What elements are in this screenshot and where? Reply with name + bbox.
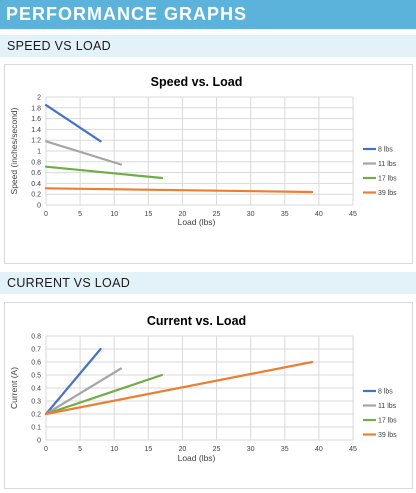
speed-vs-load-chart: Speed vs. Load 0 0.2 0.4 0.6 0.8 1 1.2 1.4 1.6 1.8… <box>9 75 397 227</box>
y-tick-label: 0.7 <box>31 347 41 354</box>
x-tick-label: 30 <box>247 211 255 218</box>
x-tick-label: 35 <box>281 211 289 218</box>
series-line-11-lbs <box>44 367 123 416</box>
series-line-8-lbs <box>44 347 102 416</box>
legend-label: 8 lbs <box>378 389 393 396</box>
x-tick-label: 25 <box>213 211 221 218</box>
x-tick-label: 45 <box>349 211 357 218</box>
y-tick-label: 0.1 <box>31 425 41 432</box>
x-tick-label: 30 <box>247 446 255 453</box>
x-tick-label: 10 <box>110 446 118 453</box>
legend-label: 8 lbs <box>378 147 393 154</box>
x-tick-label: 40 <box>315 446 323 453</box>
y-tick-label: 0.2 <box>31 412 41 419</box>
current-chart-frame: Current vs. Load 0 0.1 0.2 0.3 0.4 0.5 0.6 0.7 0.… <box>4 302 413 489</box>
x-axis-label: Load (lbs) <box>178 453 216 463</box>
legend-label: 11 lbs <box>378 161 397 168</box>
y-tick-label: 1.6 <box>31 116 41 123</box>
x-tick-label: 5 <box>78 211 82 218</box>
section-heading-current: CURRENT VS LOAD <box>0 271 416 294</box>
y-tick-label: 0.6 <box>31 360 41 367</box>
chart-title: Current vs. Load <box>147 314 246 328</box>
speed-chart-frame: Speed vs. Load 0 0.2 0.4 0.6 0.8 1 1.2 1.4 1.6 1.8… <box>4 64 413 264</box>
x-tick-label: 45 <box>349 446 357 453</box>
chart-title: Speed vs. Load <box>151 75 243 89</box>
legend-label: 17 lbs <box>378 418 397 425</box>
y-tick-label: 0 <box>37 203 41 210</box>
y-tick-label: 0.8 <box>31 159 41 166</box>
x-tick-label: 40 <box>315 211 323 218</box>
y-tick-label: 0.2 <box>31 192 41 199</box>
legend-label: 11 lbs <box>378 403 397 410</box>
legend-label: 17 lbs <box>378 176 397 183</box>
y-tick-label: 0.4 <box>31 386 41 393</box>
x-tick-label: 25 <box>213 446 221 453</box>
x-tick-label: 20 <box>179 446 187 453</box>
series-line-39-lbs <box>44 187 314 194</box>
y-tick-label: 2 <box>37 95 41 102</box>
y-tick-label: 0.8 <box>31 334 41 341</box>
x-tick-label: 20 <box>179 211 187 218</box>
y-tick-label: 1 <box>37 149 41 156</box>
x-tick-label: 15 <box>144 211 152 218</box>
x-tick-label: 35 <box>281 446 289 453</box>
y-tick-label: 1.2 <box>31 138 41 145</box>
section-heading-current-label: CURRENT VS LOAD <box>7 276 131 290</box>
x-tick-label: 0 <box>44 211 48 218</box>
series-line-17-lbs <box>44 165 164 180</box>
x-tick-label: 15 <box>144 446 152 453</box>
series-line-17-lbs <box>44 373 164 416</box>
y-axis-label: Speed (inches/second) <box>9 107 19 194</box>
legend-label: 39 lbs <box>378 432 397 439</box>
page-header-title: PERFORMANCE GRAPHS <box>6 4 248 24</box>
series-line-39-lbs <box>44 360 314 416</box>
series-line-8-lbs <box>44 103 102 143</box>
y-tick-label: 0.6 <box>31 170 41 177</box>
series-line-11-lbs <box>44 140 123 166</box>
x-tick-label: 0 <box>44 446 48 453</box>
x-tick-label: 10 <box>110 211 118 218</box>
y-tick-label: 0 <box>37 438 41 445</box>
x-tick-label: 5 <box>78 446 82 453</box>
current-vs-load-chart: Current vs. Load 0 0.1 0.2 0.3 0.4 0.5 0.6 0.7 0.… <box>9 314 397 463</box>
x-axis-label: Load (lbs) <box>178 217 216 227</box>
y-tick-label: 1.8 <box>31 105 41 112</box>
y-tick-label: 0.4 <box>31 181 41 188</box>
y-tick-label: 0.5 <box>31 373 41 380</box>
y-tick-label: 1.4 <box>31 127 41 134</box>
section-heading-speed-label: SPEED VS LOAD <box>7 39 111 53</box>
y-tick-label: 0.3 <box>31 399 41 406</box>
y-axis-label: Current (A) <box>9 367 19 409</box>
page-header: PERFORMANCE GRAPHS <box>0 0 416 29</box>
section-heading-speed: SPEED VS LOAD <box>0 34 416 57</box>
legend-label: 39 lbs <box>378 190 397 197</box>
